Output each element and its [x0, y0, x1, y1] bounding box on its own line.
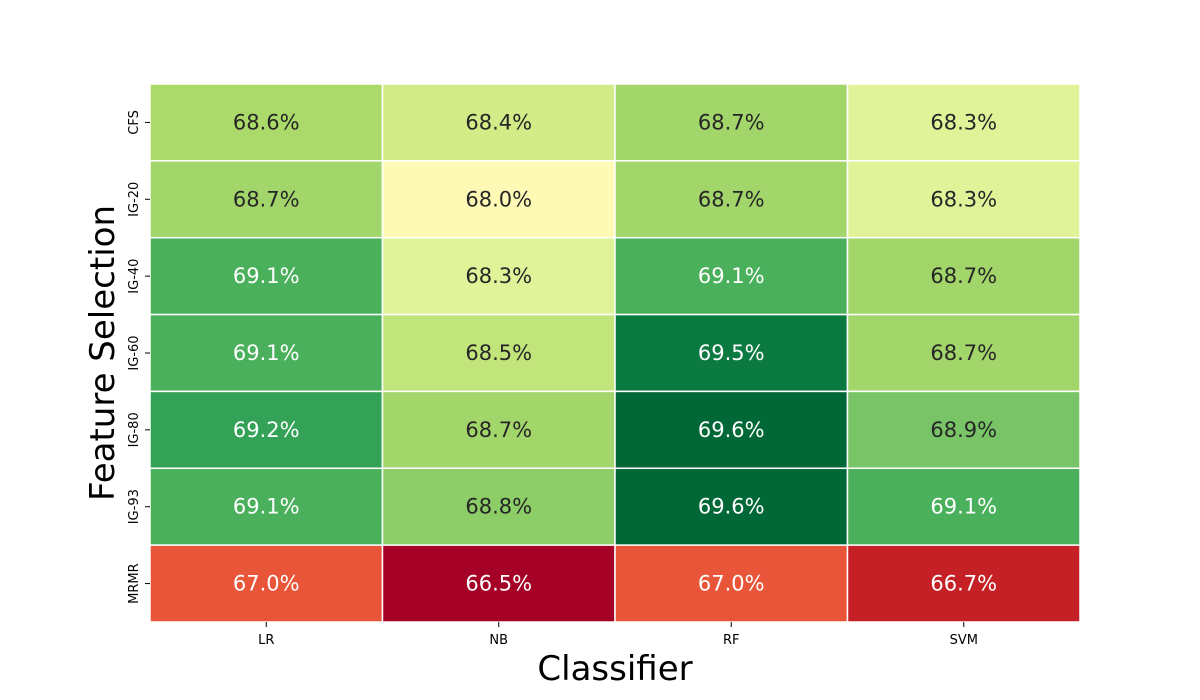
cell-value-label: 68.9% — [930, 418, 997, 442]
heatmap-cell — [381, 313, 616, 393]
cell-value-label: 68.4% — [465, 110, 532, 134]
cell-value-label: 68.3% — [930, 110, 997, 134]
cell-value-label: 68.7% — [930, 341, 997, 365]
cell-value-label: 67.0% — [698, 572, 765, 596]
cell-value-label: 68.7% — [698, 110, 765, 134]
x-tick-label: NB — [489, 633, 508, 648]
cell-value-label: 68.7% — [930, 264, 997, 288]
cell-value-label: 68.6% — [233, 110, 300, 134]
heatmap-cell — [149, 467, 384, 546]
cell-value-label: 68.7% — [465, 418, 532, 442]
cell-value-label: 68.7% — [698, 187, 765, 211]
cell-value-label: 67.0% — [233, 572, 300, 596]
y-tick-label: MRMR — [127, 563, 142, 604]
y-tick-label: IG-60 — [127, 335, 142, 370]
heatmap-cell — [149, 313, 384, 393]
heatmap-cells — [149, 83, 1081, 623]
heatmap-cell — [614, 83, 849, 162]
x-tick-label: LR — [258, 633, 274, 648]
y-tick-label: IG-80 — [127, 412, 142, 447]
cell-value-label: 66.5% — [465, 572, 532, 596]
y-tick-label: IG-20 — [127, 182, 142, 217]
cell-value-label: 69.1% — [233, 495, 300, 519]
y-tick-label: IG-40 — [127, 259, 142, 294]
heatmap-cell — [614, 390, 849, 470]
y-tick-label: IG-93 — [127, 489, 142, 524]
cell-value-label: 69.1% — [233, 264, 300, 288]
cell-value-label: 66.7% — [930, 572, 997, 596]
heatmap-cell — [614, 544, 849, 623]
heatmap-cell — [614, 467, 849, 546]
heatmap-cell — [381, 467, 616, 546]
heatmap-cell — [846, 313, 1081, 393]
cell-value-label: 68.3% — [930, 187, 997, 211]
heatmap-cell — [846, 467, 1081, 546]
x-tick-label: SVM — [950, 633, 978, 648]
heatmap-cell — [846, 390, 1081, 470]
y-axis-ticks: CFS IG-20 IG-40 IG-60 IG-80 IG-93 MRMR — [127, 110, 150, 604]
cell-value-label: 69.5% — [698, 341, 765, 365]
heatmap-cell — [149, 544, 384, 623]
heatmap-cell — [846, 83, 1081, 162]
heatmap-cell — [149, 160, 384, 239]
x-tick-label: RF — [723, 633, 740, 648]
cell-value-label: 69.2% — [233, 418, 300, 442]
cell-value-label: 68.7% — [233, 187, 300, 211]
y-axis-label: Feature Selection — [83, 205, 123, 501]
heatmap-cell — [381, 83, 616, 162]
heatmap-cell — [846, 544, 1081, 623]
y-tick-label: CFS — [127, 110, 142, 135]
cell-value-label: 69.1% — [233, 341, 300, 365]
heatmap-cell — [381, 236, 616, 316]
cell-value-label: 68.3% — [465, 264, 532, 288]
heatmap-cell — [381, 160, 616, 239]
cell-labels: 68.6% 68.4% 68.7% 68.3% 68.7% 68.0% 68.7% 68.3%… — [233, 110, 997, 595]
cell-value-label: 69.6% — [698, 418, 765, 442]
x-axis-ticks: LR NB RF SVM — [258, 622, 978, 648]
heatmap-cell — [846, 236, 1081, 316]
cell-value-label: 69.1% — [930, 495, 997, 519]
cell-value-label: 68.8% — [465, 495, 532, 519]
heatmap-cell — [846, 160, 1081, 239]
heatmap-cell — [149, 83, 384, 162]
cell-value-label: 68.5% — [465, 341, 532, 365]
x-axis-label: Classifier — [537, 649, 692, 689]
cell-value-label: 69.6% — [698, 495, 765, 519]
heatmap-cell — [381, 390, 616, 470]
cell-value-label: 68.0% — [465, 187, 532, 211]
cell-value-label: 69.1% — [698, 264, 765, 288]
